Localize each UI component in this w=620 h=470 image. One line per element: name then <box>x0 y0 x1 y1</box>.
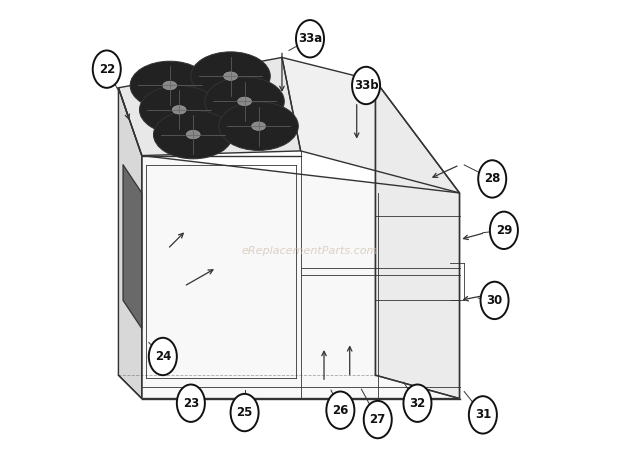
Polygon shape <box>376 81 459 399</box>
Ellipse shape <box>163 81 177 90</box>
Ellipse shape <box>469 396 497 433</box>
Text: 24: 24 <box>154 350 171 363</box>
Ellipse shape <box>237 97 252 106</box>
Ellipse shape <box>93 50 121 88</box>
Ellipse shape <box>480 282 508 319</box>
Ellipse shape <box>478 160 507 197</box>
Text: 33a: 33a <box>298 32 322 45</box>
Ellipse shape <box>130 61 210 110</box>
Ellipse shape <box>326 392 355 429</box>
Ellipse shape <box>252 122 265 130</box>
Ellipse shape <box>404 384 432 422</box>
Polygon shape <box>142 156 459 399</box>
Text: 29: 29 <box>496 224 512 237</box>
Text: 32: 32 <box>409 397 425 410</box>
Text: 22: 22 <box>99 63 115 76</box>
Text: 26: 26 <box>332 404 348 417</box>
Ellipse shape <box>172 106 186 114</box>
Ellipse shape <box>149 338 177 375</box>
Polygon shape <box>118 88 142 399</box>
Ellipse shape <box>186 130 200 139</box>
Ellipse shape <box>490 212 518 249</box>
Ellipse shape <box>140 86 219 134</box>
Ellipse shape <box>224 72 237 80</box>
Ellipse shape <box>352 67 380 104</box>
Ellipse shape <box>231 394 259 431</box>
Text: 30: 30 <box>487 294 503 307</box>
Text: 25: 25 <box>236 406 253 419</box>
Ellipse shape <box>219 102 298 150</box>
Polygon shape <box>282 57 459 193</box>
Ellipse shape <box>154 110 233 159</box>
Text: 27: 27 <box>370 413 386 426</box>
Ellipse shape <box>177 384 205 422</box>
Polygon shape <box>123 165 142 329</box>
Polygon shape <box>118 57 301 156</box>
Text: 33b: 33b <box>354 79 378 92</box>
Ellipse shape <box>296 20 324 57</box>
Text: 23: 23 <box>183 397 199 410</box>
Text: 28: 28 <box>484 172 500 186</box>
Text: 31: 31 <box>475 408 491 422</box>
Ellipse shape <box>205 77 285 125</box>
Ellipse shape <box>364 401 392 438</box>
Ellipse shape <box>191 52 270 101</box>
Text: eReplacementParts.com: eReplacementParts.com <box>242 246 378 256</box>
